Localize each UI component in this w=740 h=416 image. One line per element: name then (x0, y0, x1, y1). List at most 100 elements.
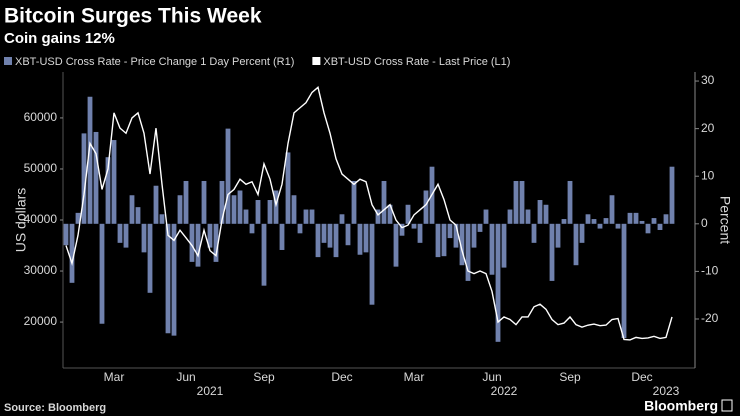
bar (255, 200, 261, 224)
y2-tick-label: 30 (701, 73, 715, 87)
bar (177, 195, 183, 224)
bar (165, 223, 171, 334)
y2-tick-label: 10 (701, 168, 715, 182)
bar (549, 223, 555, 281)
bar (441, 223, 447, 257)
bar (75, 212, 81, 224)
legend-label: XBT-USD Cross Rate - Price Change 1 Day … (15, 56, 294, 68)
bar (309, 209, 315, 224)
brand-icon (721, 399, 733, 412)
bar (483, 209, 489, 224)
brand: Bloomberg (644, 398, 718, 414)
y2-tick-label: 20 (701, 121, 715, 135)
line (65, 86, 673, 341)
x-group-label: 2022 (491, 384, 518, 398)
bar (81, 133, 87, 224)
bar (471, 223, 477, 248)
bar (321, 223, 327, 243)
bar (453, 223, 459, 248)
bar (597, 223, 603, 229)
bar (195, 223, 201, 267)
bar (315, 223, 321, 258)
x-group-label: 2021 (197, 384, 224, 398)
x-tick-label: Sep (253, 370, 275, 384)
legend-swatch (312, 57, 321, 65)
x-tick-label: Jun (482, 370, 501, 384)
bar (291, 195, 297, 224)
bar (567, 180, 573, 224)
bar (159, 214, 165, 224)
bar (543, 204, 549, 224)
bar (225, 128, 231, 224)
bar (405, 204, 411, 224)
bar (585, 214, 591, 224)
bar (135, 207, 141, 224)
bar (465, 223, 471, 281)
y2-tick-label: -20 (701, 311, 719, 325)
bar (303, 209, 309, 224)
bar (417, 223, 423, 243)
bar (237, 190, 243, 224)
bar (399, 223, 405, 236)
bar (591, 219, 597, 224)
bar (117, 223, 123, 243)
bar (261, 223, 267, 286)
x-tick-label: Mar (404, 370, 425, 384)
bar (459, 223, 465, 266)
bar (495, 223, 501, 342)
chart-subtitle: Coin gains 12% (4, 30, 115, 47)
bar (375, 209, 381, 224)
bar (645, 223, 651, 234)
bar (267, 200, 273, 224)
x-tick-label: Sep (559, 370, 581, 384)
bar (219, 180, 225, 224)
bar (285, 152, 291, 224)
bar (501, 223, 507, 268)
bar (489, 223, 495, 275)
bar (411, 223, 417, 229)
x-tick-label: Dec (631, 370, 652, 384)
bar (69, 223, 75, 283)
y-tick-label: 30000 (24, 263, 58, 277)
bar (141, 223, 147, 253)
bar (243, 209, 249, 224)
bar (447, 223, 453, 239)
y-tick-label: 60000 (24, 110, 58, 124)
bar (93, 131, 99, 224)
bar (87, 96, 93, 224)
bar (183, 180, 189, 224)
bar (297, 223, 303, 234)
bar (663, 214, 669, 224)
legend-label: XBT-USD Cross Rate - Last Price (L1) (323, 56, 510, 68)
bar (393, 223, 399, 267)
bar (627, 212, 633, 224)
y-tick-label: 50000 (24, 161, 58, 175)
x-tick-label: Dec (331, 370, 352, 384)
bar (387, 204, 393, 224)
bar (621, 223, 627, 339)
bar (657, 223, 663, 230)
bar (369, 223, 375, 305)
bar (333, 223, 339, 258)
bar (669, 166, 675, 224)
bar (561, 219, 567, 224)
x-tick-label: Jun (176, 370, 195, 384)
bar (213, 223, 219, 262)
bar (327, 223, 333, 248)
legend-swatch (4, 57, 12, 65)
bar (363, 223, 369, 253)
source: Source: Bloomberg (4, 402, 106, 414)
bar (651, 218, 657, 224)
bar (153, 185, 159, 224)
y2-tick-label: 0 (701, 216, 708, 230)
bar (537, 200, 543, 224)
bar (357, 223, 363, 255)
bar (507, 209, 513, 224)
bar (519, 180, 525, 224)
bar (339, 214, 345, 224)
bar (63, 223, 69, 246)
bar (513, 180, 519, 224)
bar (201, 180, 207, 224)
bar (129, 195, 135, 224)
